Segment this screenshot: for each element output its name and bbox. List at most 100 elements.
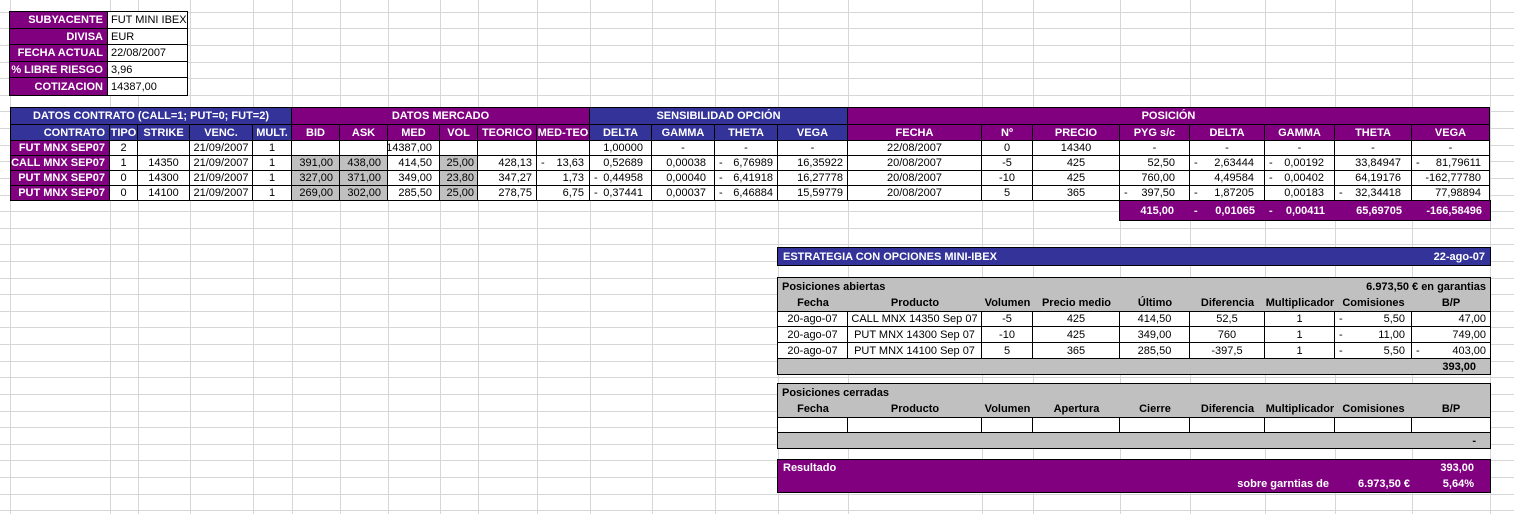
column-header[interactable]: Volumen xyxy=(984,403,1031,415)
table-cell[interactable]: 14100 xyxy=(138,186,190,200)
table-cell[interactable] xyxy=(778,418,848,432)
table-cell[interactable]: 5 xyxy=(982,343,1033,358)
position-total-cell[interactable]: -0,00411 xyxy=(1265,201,1335,220)
table-cell[interactable]: 1 xyxy=(253,171,292,185)
group-header[interactable]: SENSIBILIDAD OPCIÓN xyxy=(590,108,848,124)
group-header[interactable]: DATOS CONTRATO (CALL=1; PUT=0; FUT=2) xyxy=(11,108,292,124)
column-header[interactable]: GAMMA xyxy=(652,125,715,140)
table-cell[interactable]: -5 xyxy=(982,312,1033,326)
column-header[interactable]: Fecha xyxy=(797,403,829,415)
column-header[interactable]: Comisiones xyxy=(1342,403,1405,415)
table-cell[interactable]: 285,50 xyxy=(388,186,440,200)
table-cell[interactable]: 438,00 xyxy=(340,156,388,170)
table-cell[interactable]: CALL MNX 14350 Sep 07 xyxy=(848,312,982,326)
info-value[interactable]: FUT MINI IBEX xyxy=(108,12,187,28)
table-cell[interactable]: -32,34418 xyxy=(1335,186,1412,200)
table-cell[interactable] xyxy=(478,141,537,155)
table-cell[interactable] xyxy=(1335,418,1412,432)
table-cell[interactable]: PUT MNX SEP07 xyxy=(11,171,110,185)
column-header[interactable]: Producto xyxy=(890,403,940,415)
table-cell[interactable]: - 5,50 xyxy=(1335,343,1412,358)
table-cell[interactable]: 1 xyxy=(110,156,138,170)
table-cell[interactable]: 749,00 xyxy=(1412,327,1490,342)
table-cell[interactable] xyxy=(537,141,590,155)
column-header[interactable]: Multiplicador xyxy=(1265,403,1335,415)
table-cell[interactable]: 1,00000 xyxy=(590,141,652,155)
table-cell[interactable]: 0,00183 xyxy=(1265,186,1335,200)
table-cell[interactable]: - xyxy=(715,141,778,155)
table-cell[interactable]: 0,00038 xyxy=(652,156,715,170)
table-cell[interactable]: 20-ago-07 xyxy=(778,327,848,342)
result-subrow[interactable]: sobre garntias de 6.973,50 € 5,64% xyxy=(778,476,1490,492)
table-cell[interactable] xyxy=(1033,418,1120,432)
table-cell[interactable]: -0,00192 xyxy=(1265,156,1335,170)
column-header[interactable]: Cierre xyxy=(1139,403,1171,415)
table-cell[interactable]: 302,00 xyxy=(340,186,388,200)
info-label[interactable]: % LIBRE RIESGO xyxy=(10,62,108,77)
column-header[interactable]: DELTA xyxy=(590,125,652,140)
table-cell[interactable] xyxy=(848,418,982,432)
table-cell[interactable]: 1 xyxy=(1265,343,1335,358)
group-header[interactable]: POSICIÓN xyxy=(848,108,1490,124)
column-header[interactable]: FECHA xyxy=(848,125,982,140)
table-cell[interactable]: 285,50 xyxy=(1120,343,1190,358)
column-header[interactable]: Volumen xyxy=(984,297,1031,309)
open-positions-band[interactable]: Posiciones abiertas 6.973,50 € en garant… xyxy=(778,278,1490,295)
column-header[interactable]: Diferencia xyxy=(1200,403,1255,415)
column-header[interactable]: Diferencia xyxy=(1200,297,1255,309)
table-cell[interactable]: 20-ago-07 xyxy=(778,343,848,358)
table-cell[interactable]: 64,19176 xyxy=(1335,171,1412,185)
column-header[interactable]: Fecha xyxy=(797,297,829,309)
column-header[interactable]: BID xyxy=(292,125,340,140)
table-cell[interactable]: -6,41918 xyxy=(715,171,778,185)
table-cell[interactable]: 14300 xyxy=(138,171,190,185)
column-header[interactable]: VOL xyxy=(440,125,478,140)
table-cell[interactable]: 22/08/2007 xyxy=(848,141,982,155)
column-header[interactable]: Comisiones xyxy=(1342,297,1405,309)
table-cell[interactable]: 23,80 xyxy=(440,171,478,185)
table-cell[interactable]: CALL MNX SEP07 xyxy=(11,156,110,170)
table-cell[interactable]: 1 xyxy=(1265,327,1335,342)
table-cell[interactable]: -10 xyxy=(982,171,1033,185)
table-cell[interactable] xyxy=(292,141,340,155)
table-cell[interactable]: 349,00 xyxy=(388,171,440,185)
column-header[interactable]: THETA xyxy=(715,125,778,140)
table-cell[interactable]: 425 xyxy=(1033,327,1120,342)
table-cell[interactable]: 16,35922 xyxy=(778,156,848,170)
column-header[interactable]: B/P xyxy=(1441,297,1461,309)
table-cell[interactable]: 347,27 xyxy=(478,171,537,185)
table-cell[interactable]: - xyxy=(1412,141,1490,155)
column-header[interactable]: GAMMA xyxy=(1265,125,1335,140)
info-value[interactable]: EUR xyxy=(108,29,187,44)
table-cell[interactable]: -5 xyxy=(982,156,1033,170)
column-header[interactable]: Último xyxy=(1137,297,1173,309)
table-cell[interactable]: - xyxy=(652,141,715,155)
column-header[interactable]: DELTA xyxy=(1190,125,1265,140)
table-cell[interactable]: 20/08/2007 xyxy=(848,156,982,170)
table-cell[interactable]: 0 xyxy=(110,186,138,200)
column-header[interactable]: B/P xyxy=(1441,403,1461,415)
closed-positions-total-row[interactable]: - xyxy=(778,433,1490,448)
table-cell[interactable]: -0,37441 xyxy=(590,186,652,200)
table-cell[interactable]: 1,73 xyxy=(537,171,590,185)
table-cell[interactable]: 0,00040 xyxy=(652,171,715,185)
table-cell[interactable]: 14387,00 xyxy=(388,141,440,155)
table-cell[interactable]: - 5,50 xyxy=(1335,312,1412,326)
table-cell[interactable]: 14350 xyxy=(138,156,190,170)
table-cell[interactable]: 21/09/2007 xyxy=(190,141,253,155)
table-cell[interactable]: 425 xyxy=(1033,156,1120,170)
table-cell[interactable] xyxy=(982,418,1033,432)
table-cell[interactable]: 1 xyxy=(253,141,292,155)
table-cell[interactable]: 77,98894 xyxy=(1412,186,1490,200)
table-cell[interactable]: 4,49584 xyxy=(1190,171,1265,185)
table-cell[interactable]: -13,63 xyxy=(537,156,590,170)
column-header[interactable]: TIPO xyxy=(110,125,138,140)
table-cell[interactable]: 327,00 xyxy=(292,171,340,185)
table-cell[interactable]: - xyxy=(1265,141,1335,155)
table-cell[interactable]: 1 xyxy=(1265,312,1335,326)
column-header[interactable]: Apertura xyxy=(1053,403,1100,415)
table-cell[interactable]: 21/09/2007 xyxy=(190,156,253,170)
table-cell[interactable]: PUT MNX 14300 Sep 07 xyxy=(848,327,982,342)
table-cell[interactable]: 2 xyxy=(110,141,138,155)
table-cell[interactable]: 47,00 xyxy=(1412,312,1490,326)
